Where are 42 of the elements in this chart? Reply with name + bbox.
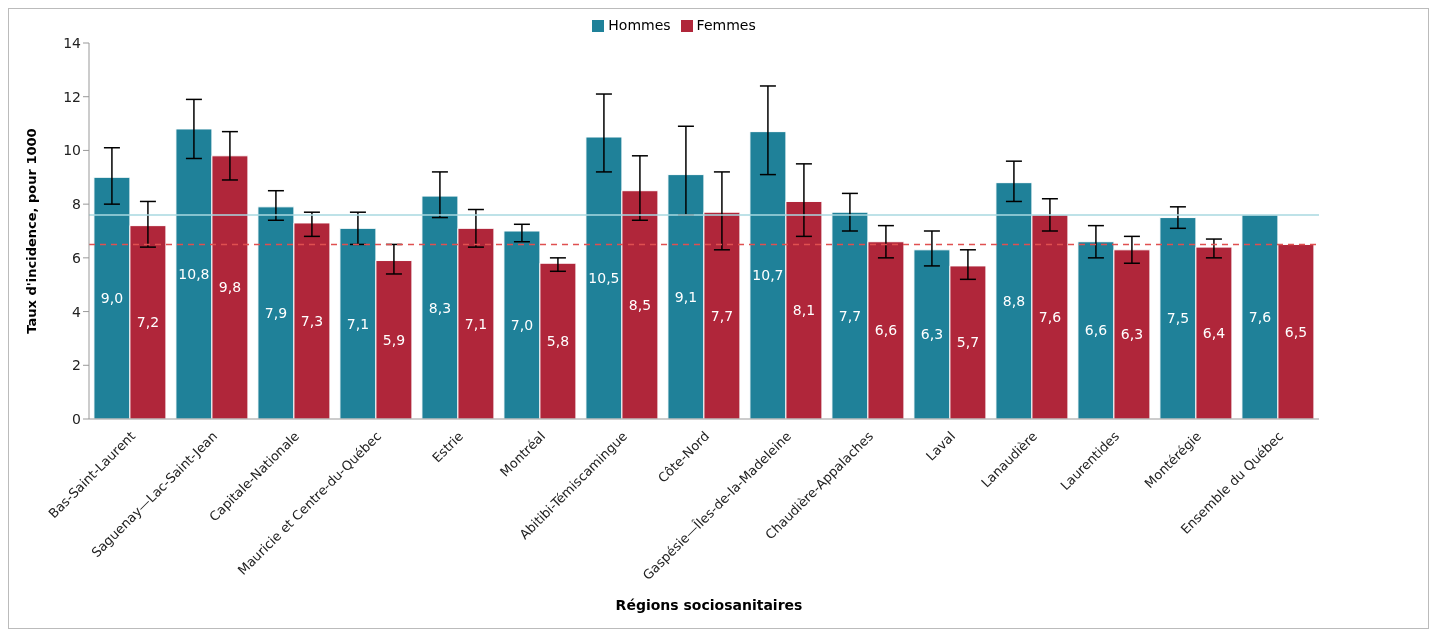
data-label: 7,0 [510, 316, 534, 333]
data-label: 5,9 [382, 331, 406, 348]
y-tick-label: 8 [72, 196, 81, 213]
data-label: 6,5 [1284, 323, 1308, 340]
y-tick-label: 2 [72, 357, 81, 374]
data-label: 8,1 [792, 302, 816, 319]
y-tick-label: 10 [63, 142, 81, 159]
data-label: 10,7 [752, 267, 784, 284]
data-label: 9,8 [218, 279, 242, 296]
data-label: 7,9 [264, 304, 288, 321]
data-label: 7,2 [136, 314, 160, 331]
data-label: 7,6 [1248, 308, 1272, 325]
y-tick-label: 6 [72, 249, 82, 266]
data-label: 6,4 [1202, 325, 1226, 342]
data-label: 8,3 [428, 299, 452, 316]
data-label: 7,7 [710, 307, 734, 324]
data-label: 7,6 [1038, 308, 1062, 325]
data-label: 9,1 [674, 288, 698, 305]
data-label: 6,3 [920, 326, 944, 343]
data-label: 6,6 [1084, 322, 1108, 339]
data-label: 7,3 [300, 312, 324, 329]
data-label: 6,6 [874, 322, 898, 339]
data-label: 10,5 [588, 269, 620, 286]
y-tick-label: 12 [63, 88, 81, 105]
legend-label: Hommes [608, 17, 671, 33]
data-label: 7,5 [1166, 310, 1190, 327]
data-label: 8,8 [1002, 292, 1026, 309]
data-label: 6,3 [1120, 326, 1144, 343]
y-tick-label: 4 [72, 303, 82, 320]
data-label: 8,5 [628, 296, 652, 313]
data-label: 9,0 [100, 290, 124, 307]
y-tick-label: 0 [72, 410, 81, 427]
data-label: 7,1 [346, 315, 370, 332]
legend-label: Femmes [696, 17, 756, 33]
y-tick-label: 14 [63, 34, 82, 51]
data-label: 7,7 [838, 307, 862, 324]
data-label: 7,1 [464, 315, 488, 332]
y-axis-title: Taux d'incidence, pour 1000 [23, 128, 39, 334]
data-label: 5,8 [546, 333, 570, 350]
x-axis-title: Régions sociosanitaires [614, 597, 804, 613]
data-label: 10,8 [178, 265, 210, 282]
data-label: 5,7 [956, 334, 980, 351]
